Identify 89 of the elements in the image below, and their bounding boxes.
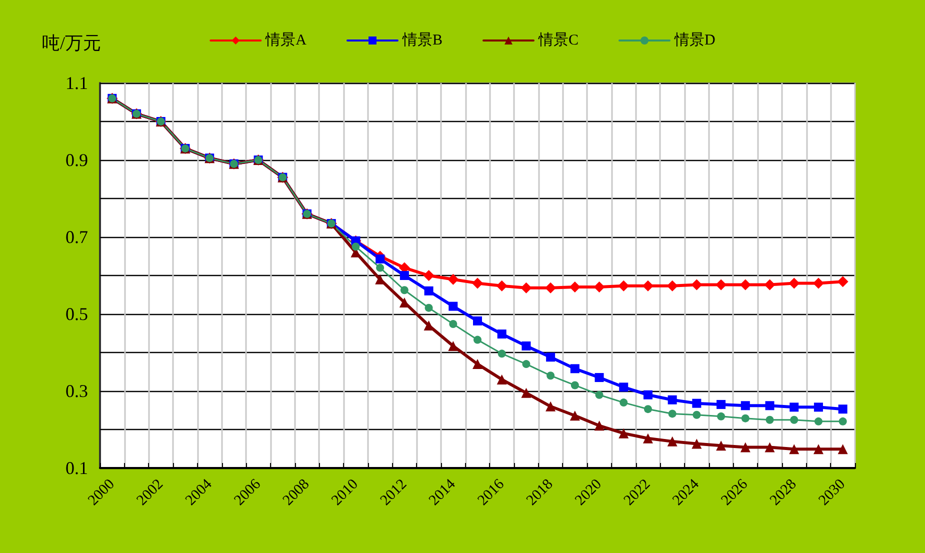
point: [740, 442, 750, 452]
point: [448, 274, 459, 285]
y-tick-label: 0.7: [66, 227, 88, 247]
point: [352, 242, 360, 251]
point: [424, 320, 434, 331]
point: [594, 420, 604, 431]
point: [497, 330, 506, 339]
point: [546, 352, 556, 362]
point: [546, 401, 556, 412]
point: [814, 402, 823, 412]
point: [765, 401, 774, 410]
point: [400, 271, 409, 280]
legend-label: 情景B: [401, 32, 443, 48]
point: [594, 373, 604, 382]
legend-label: 情景D: [674, 32, 716, 48]
point: [644, 405, 652, 414]
point: [496, 374, 507, 384]
y-tick-label: 0.3: [66, 381, 88, 401]
point: [766, 416, 774, 424]
point: [522, 360, 530, 368]
point: [619, 382, 628, 392]
point: [520, 282, 532, 294]
point: [545, 282, 556, 294]
point: [667, 436, 678, 446]
legend-label: 情景C: [538, 32, 579, 48]
point: [837, 276, 848, 288]
point: [716, 279, 727, 290]
point: [448, 302, 458, 311]
y-tick-label: 1.1: [66, 73, 88, 93]
point: [790, 402, 799, 412]
point: [498, 350, 506, 358]
point: [618, 428, 629, 438]
point: [473, 316, 482, 326]
point: [521, 388, 532, 398]
point: [496, 280, 508, 292]
point: [717, 412, 726, 420]
point: [666, 280, 678, 292]
point: [399, 297, 410, 308]
point: [838, 404, 848, 414]
point: [741, 414, 750, 422]
point: [424, 286, 434, 296]
point: [740, 401, 750, 410]
point: [642, 433, 653, 444]
y-tick-label: 0.1: [66, 458, 88, 478]
point: [569, 282, 580, 293]
point: [570, 364, 580, 374]
point: [424, 304, 433, 312]
point: [740, 279, 751, 290]
point: [376, 254, 385, 264]
y-tick-label: 0.9: [66, 150, 88, 170]
point: [618, 280, 630, 292]
point: [716, 440, 726, 451]
point: [472, 359, 482, 370]
legend-label: 情景A: [264, 32, 307, 48]
point: [812, 278, 824, 289]
point: [522, 341, 531, 350]
point: [838, 444, 848, 454]
point: [668, 410, 676, 418]
point: [546, 372, 555, 380]
y-axis-title: 吨/万元: [42, 33, 102, 53]
point: [423, 270, 434, 281]
point: [472, 278, 483, 289]
point: [788, 278, 800, 289]
point: [764, 442, 775, 452]
point: [691, 279, 702, 290]
point: [692, 410, 701, 419]
point: [813, 444, 824, 454]
point: [764, 279, 776, 290]
point: [716, 400, 726, 409]
point: [448, 340, 458, 351]
point: [692, 398, 702, 408]
point: [692, 438, 702, 449]
point: [400, 286, 408, 294]
point: [570, 381, 579, 390]
point: [595, 390, 604, 399]
point: [790, 416, 798, 424]
point: [474, 336, 482, 344]
point: [642, 280, 654, 292]
point: [814, 417, 822, 426]
point: [449, 320, 458, 328]
point: [668, 395, 677, 404]
point: [643, 390, 652, 400]
point: [594, 282, 605, 293]
point: [620, 398, 628, 407]
point: [838, 417, 847, 426]
point: [789, 444, 800, 454]
point: [376, 264, 384, 272]
point: [570, 410, 580, 421]
y-tick-label: 0.5: [66, 304, 88, 324]
